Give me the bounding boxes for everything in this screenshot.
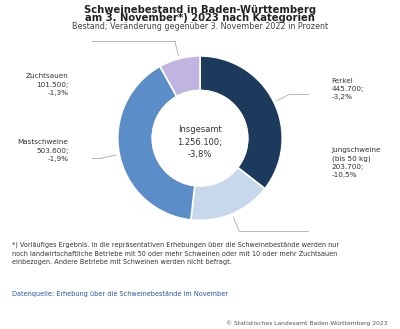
Wedge shape (191, 167, 265, 220)
Text: Jungschweine
(bis 50 kg)
203.700;
-10,5%: Jungschweine (bis 50 kg) 203.700; -10,5% (332, 147, 381, 178)
Text: Schweinebestand in Baden-Württemberg: Schweinebestand in Baden-Württemberg (84, 5, 316, 15)
Text: Mastschweine
503.600;
-1,9%: Mastschweine 503.600; -1,9% (18, 139, 68, 162)
Text: Ferkel
445.700;
-3,2%: Ferkel 445.700; -3,2% (332, 78, 364, 100)
Text: -3,8%: -3,8% (188, 150, 212, 159)
Text: © Statistisches Landesamt Baden-Württemberg 2023: © Statistisches Landesamt Baden-Württemb… (226, 320, 388, 326)
Text: Zuchtsauen
101.500;
-1,3%: Zuchtsauen 101.500; -1,3% (26, 73, 68, 96)
Text: 1.256.100;: 1.256.100; (178, 138, 222, 147)
Wedge shape (200, 56, 282, 189)
Text: Datenquelle: Erhebung über die Schweinebestände im November: Datenquelle: Erhebung über die Schweineb… (12, 291, 228, 297)
Text: am 3. November*) 2023 nach Kategorien: am 3. November*) 2023 nach Kategorien (85, 13, 315, 23)
Circle shape (152, 90, 248, 186)
Text: Bestand; Veränderung gegenüber 3. November 2022 in Prozent: Bestand; Veränderung gegenüber 3. Novemb… (72, 22, 328, 31)
Wedge shape (118, 66, 195, 220)
Text: *) Vorläufiges Ergebnis. In die repräsentativen Erhebungen über die Schweinebest: *) Vorläufiges Ergebnis. In die repräsen… (12, 242, 339, 265)
Text: Insgesamt: Insgesamt (178, 125, 222, 135)
Wedge shape (160, 56, 200, 96)
